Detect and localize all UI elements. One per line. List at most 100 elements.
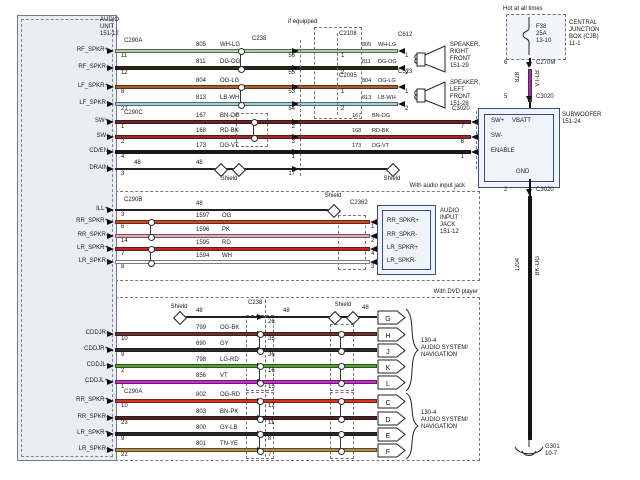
wire-number: 167	[196, 113, 207, 119]
connector-label: C3020	[536, 94, 554, 100]
svg-text:K: K	[386, 365, 391, 372]
arrow-left-icon	[398, 83, 405, 90]
shield-label: Shield	[383, 176, 401, 182]
drain-wire	[115, 209, 329, 211]
shield-label: Shield	[220, 176, 238, 182]
arrow-right-icon	[107, 414, 114, 421]
arrow-right-icon	[107, 397, 114, 404]
arrow-right-icon	[107, 148, 114, 155]
pin-number: 1	[341, 53, 345, 59]
wire-code: RD-BK	[372, 128, 390, 134]
wire-798	[115, 364, 377, 368]
twisted-pair-dashed-box	[330, 324, 354, 391]
pin-label: CD/EN	[89, 148, 108, 154]
wire-code: WH-LG	[220, 42, 240, 48]
wire-801	[115, 448, 377, 452]
connector-label: C238	[252, 36, 267, 42]
pin-number: 1	[460, 154, 464, 160]
wire-number: 828	[515, 72, 521, 83]
wire-code: BN-OG	[220, 113, 240, 119]
subwoofer-pin-label: SW+	[491, 118, 505, 124]
wire-856	[115, 380, 377, 384]
subwoofer-pin-label: SW-	[491, 133, 503, 139]
arrow-right-icon	[107, 206, 114, 213]
pin-number: 1	[405, 89, 409, 95]
arrow-right-icon	[107, 83, 114, 90]
if-equipped-box	[314, 27, 362, 119]
wire-number: 168	[352, 128, 362, 134]
pin-number: 9	[121, 436, 125, 442]
pin-number: 54	[288, 106, 295, 112]
pin-number: 53	[288, 89, 295, 95]
dvd-section-box	[95, 297, 480, 461]
wire-number: 1597	[196, 213, 210, 219]
wire-code: BN-OG	[372, 113, 391, 119]
twisted-pair-icon	[338, 380, 345, 387]
pin-number: 8	[460, 139, 464, 145]
wire-number: 1204	[515, 258, 521, 272]
twisted-pair-icon	[259, 434, 260, 450]
arrow-right-icon	[292, 118, 299, 125]
fuse-icon	[521, 16, 537, 61]
subwoofer-pin-label: ENABLE	[491, 148, 515, 154]
terminal-chevron: L	[377, 375, 407, 395]
pin-number: 10	[121, 336, 128, 342]
device-label: 130-4 AUDIO SYSTEM/ NAVIGATION	[421, 338, 469, 358]
pin-number: 3	[121, 212, 125, 218]
twisted-pair-icon	[238, 66, 245, 73]
terminal-chevron: C	[377, 394, 407, 414]
wire-code: VT	[220, 373, 228, 379]
wire-number: 800	[196, 425, 207, 431]
wire-code: LB-WH	[378, 95, 396, 101]
pin-number: 56	[288, 53, 295, 59]
twisted-pair-icon	[238, 48, 245, 55]
arrow-left-icon	[398, 47, 405, 54]
pin-number: 7	[460, 124, 464, 130]
wire-number: 804	[362, 78, 372, 84]
svg-text:H: H	[385, 333, 390, 340]
wire-code: WH	[222, 253, 232, 259]
cjb-box	[506, 14, 566, 60]
wire-code: OG-LG	[378, 78, 396, 84]
connector-label: C2108	[339, 31, 357, 37]
drain-wire	[115, 168, 388, 170]
pin-number: 2	[291, 124, 295, 130]
ground-label: G301 10-7	[545, 444, 560, 457]
wire-code: OG-RD	[220, 392, 240, 398]
device-label: SPEAKER, RIGHT FRONT 151-29	[450, 42, 481, 69]
pin-label: CDDJR+	[84, 346, 108, 352]
audio-jack-inner-border	[382, 210, 431, 270]
svg-text:G: G	[385, 316, 390, 323]
brace-icon	[404, 308, 420, 397]
pin-number: 16	[268, 368, 275, 374]
shield-dashed-box	[338, 215, 366, 270]
wire-1595	[115, 247, 370, 251]
pin-number: 2	[121, 368, 125, 374]
audio-jack-box	[377, 205, 436, 275]
arrow-left-icon	[398, 64, 405, 71]
pin-number: 7	[268, 452, 272, 458]
twisted-pair-icon	[257, 363, 264, 370]
connector-label: C290B	[124, 197, 143, 203]
arrow-left-icon	[471, 118, 478, 125]
pin-label: RR_SPKR-	[77, 232, 108, 238]
shield-icon	[213, 162, 229, 178]
wire-code: OG	[222, 213, 232, 219]
terminal-chevron: K	[377, 359, 407, 379]
arrow-right-icon	[107, 165, 114, 172]
twisted-pair-icon	[340, 401, 341, 418]
twisted-pair-icon	[257, 431, 264, 438]
twisted-pair-icon	[340, 434, 341, 450]
wire-code: WH-LG	[378, 42, 397, 48]
wire-code: RD-BK	[220, 128, 239, 134]
wire-code: GY-LB	[220, 425, 238, 431]
twisted-pair-icon	[338, 448, 345, 455]
subwoofer-pin-label: GND	[516, 169, 530, 175]
twisted-pair-icon	[257, 348, 264, 355]
connector-label: C290C	[124, 110, 143, 116]
pin-number: 4	[371, 251, 375, 257]
subwoofer-box	[478, 108, 560, 188]
device-label: 130-4 AUDIO SYSTEM/ NAVIGATION	[421, 410, 469, 430]
wire-813	[115, 102, 398, 106]
terminal-chevron: H	[377, 327, 407, 347]
